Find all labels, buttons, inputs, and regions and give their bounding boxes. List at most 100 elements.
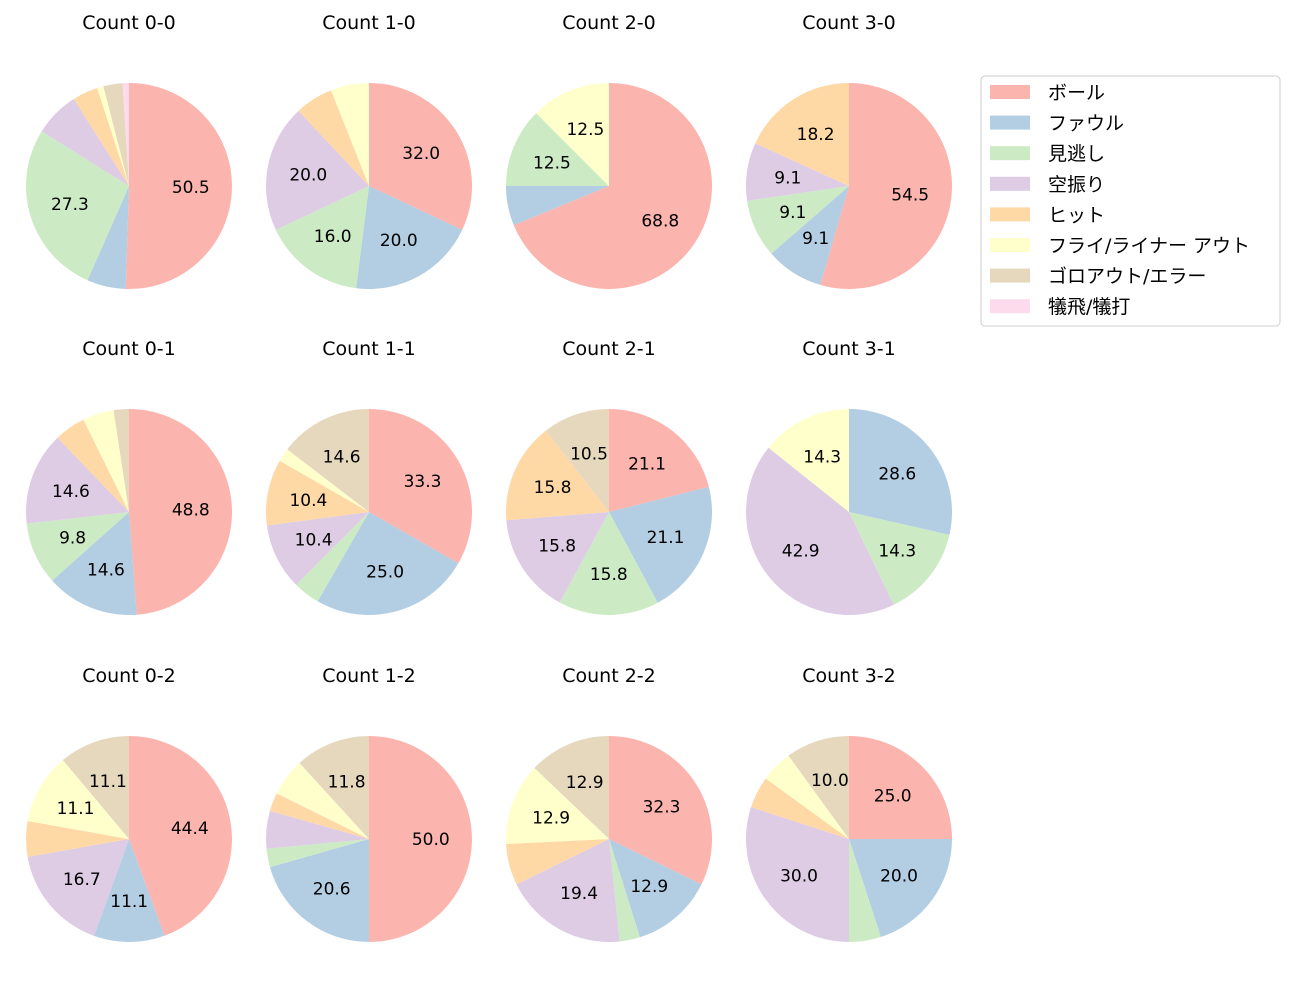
pie-slice: [609, 839, 640, 942]
pie-slice: [287, 409, 369, 512]
slice-label: 12.9: [630, 877, 668, 897]
legend-label: 空振り: [1048, 174, 1105, 196]
legend-entry: ファウル: [990, 113, 1124, 135]
slice-label: 12.9: [566, 773, 604, 793]
pie-slice: [266, 460, 369, 526]
pie-title: Count 1-2: [322, 665, 416, 687]
pie-slice: [745, 447, 894, 616]
legend-label: ヒット: [1048, 204, 1105, 226]
pie-chart: Count 0-0 50.5 27.3: [26, 12, 232, 289]
legend-label: 犠飛/犠打: [1048, 296, 1130, 318]
slice-label: 14.6: [323, 448, 361, 468]
pie-slice: [849, 736, 952, 839]
slice-label: 14.6: [52, 482, 90, 502]
pie-slice: [26, 512, 129, 581]
pie-slice: [317, 512, 459, 615]
legend-entry: ボール: [990, 82, 1105, 104]
pie-chart: Count 2-2 32.3 12.9 19.4 12.9 12.9: [505, 665, 713, 943]
pie-slice: [296, 512, 369, 602]
pie-slice: [545, 409, 609, 512]
pie-chart: Count 1-1 33.3 25.0 10.4 10.4 14.6: [266, 338, 472, 615]
pie-slice: [755, 83, 849, 186]
pie-slice: [609, 486, 713, 603]
pie-slice: [62, 736, 129, 839]
pie-slice: [513, 83, 713, 289]
pie-title: Count 1-1: [322, 338, 416, 360]
pie-slice: [849, 512, 950, 605]
pie-slice: [87, 186, 129, 289]
slice-label: 15.8: [538, 537, 576, 557]
pie-title: Count 2-2: [562, 665, 656, 687]
slice-label: 9.1: [802, 229, 829, 249]
pie-slice: [559, 512, 658, 616]
pie-title: Count 2-1: [562, 338, 656, 360]
slice-label: 14.3: [878, 542, 916, 562]
legend-entry: ゴロアウト/エラー: [990, 266, 1206, 288]
pie-slice: [26, 131, 129, 281]
pie-slice: [849, 409, 953, 535]
slice-label: 50.0: [412, 830, 450, 850]
pie-slice: [768, 409, 849, 512]
legend-entry: 犠飛/犠打: [990, 296, 1130, 318]
pie-slice: [103, 83, 129, 186]
slice-label: 18.2: [797, 125, 835, 145]
legend-swatch: [990, 146, 1030, 161]
slice-label: 25.0: [366, 563, 404, 583]
legend-swatch: [990, 85, 1030, 99]
slice-label: 11.1: [57, 799, 95, 819]
pie-slice: [299, 736, 369, 839]
slice-label: 42.9: [782, 542, 820, 562]
slice-label: 50.5: [172, 178, 210, 198]
slice-label: 10.0: [811, 771, 849, 791]
slice-label: 28.6: [878, 465, 916, 485]
pie-slice: [505, 767, 609, 845]
pie-slice: [276, 763, 369, 839]
slice-label: 10.4: [289, 491, 327, 511]
slice-label: 11.1: [110, 892, 148, 912]
pie-slice: [506, 430, 609, 521]
slice-label: 10.5: [570, 445, 608, 465]
pie-slice: [97, 86, 129, 186]
pie-slice: [849, 839, 952, 937]
pie-slice: [94, 839, 165, 943]
slice-label: 21.1: [647, 528, 685, 548]
pie-slice: [356, 186, 463, 290]
legend-swatch: [990, 268, 1030, 283]
legend-swatch: [990, 176, 1030, 191]
slice-label: 12.9: [532, 808, 570, 828]
pie-slice: [113, 409, 129, 512]
slice-label: 15.8: [590, 565, 628, 585]
slice-label: 27.3: [51, 195, 89, 215]
pie-slice: [771, 186, 849, 285]
legend-entry: フライ/ライナー アウト: [990, 235, 1250, 257]
pie-slice: [125, 83, 232, 289]
legend-swatch: [990, 238, 1030, 252]
pie-slice: [298, 90, 369, 186]
legend-entry: ヒット: [990, 204, 1105, 226]
legend-swatch: [990, 207, 1030, 222]
slice-label: 30.0: [780, 866, 818, 886]
slice-label: 11.1: [89, 772, 127, 792]
pie-slice: [25, 820, 130, 858]
pie-title: Count 0-0: [82, 12, 176, 34]
pie-slice: [369, 736, 472, 942]
slice-label: 12.5: [566, 120, 604, 140]
pie-slice: [609, 409, 709, 512]
slice-label: 33.3: [404, 472, 442, 492]
pie-slice: [275, 186, 369, 289]
slice-label: 32.3: [643, 797, 681, 817]
slice-label: 68.8: [641, 211, 679, 231]
pie-slice: [506, 512, 609, 603]
pie-slice: [331, 83, 369, 186]
pie-slice: [745, 807, 849, 942]
pie-slice: [266, 839, 369, 868]
pie-slice: [279, 449, 369, 512]
pie-slice: [266, 810, 369, 849]
legend-frame: [980, 75, 1281, 327]
pie-slice: [369, 83, 473, 230]
pie-slice: [820, 83, 952, 289]
slice-label: 14.6: [87, 560, 125, 580]
legend-entry: 見逃し: [990, 143, 1105, 165]
